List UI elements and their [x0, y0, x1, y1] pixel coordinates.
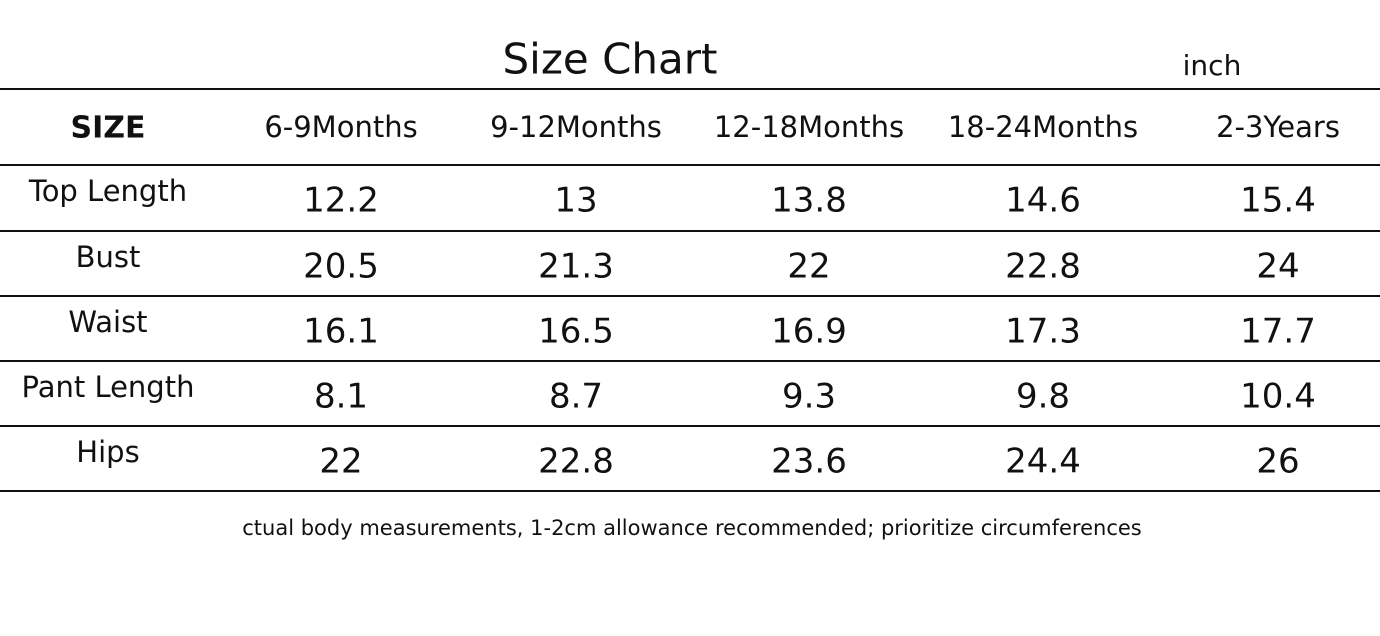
- header-cell: 2-3Years: [1216, 110, 1340, 144]
- cell: 12.2: [303, 181, 379, 221]
- cell: 8.1: [314, 377, 368, 417]
- cell: 13: [554, 181, 597, 221]
- cell: 22: [787, 247, 830, 287]
- cell: 21.3: [538, 247, 614, 287]
- cell: 14.6: [1005, 181, 1081, 221]
- header-cell: 6-9Months: [264, 110, 417, 144]
- cell: 10.4: [1240, 377, 1316, 417]
- cell: 16.5: [538, 312, 614, 352]
- cell: 16.9: [771, 312, 847, 352]
- cell: 26: [1256, 442, 1299, 482]
- footnote: ctual body measurements, 1-2cm allowance…: [242, 516, 1141, 540]
- row-label: Top Length: [28, 174, 187, 208]
- header-label: SIZE: [70, 111, 145, 146]
- row-label: Bust: [76, 240, 141, 274]
- row-label: Waist: [68, 305, 147, 339]
- header-cell: 18-24Months: [948, 110, 1138, 144]
- cell: 22.8: [1005, 247, 1081, 287]
- row-label: Pant Length: [22, 370, 195, 404]
- header-cell: 12-18Months: [714, 110, 904, 144]
- cell: 17.3: [1005, 312, 1081, 352]
- cell: 13.8: [771, 181, 847, 221]
- cell: 9.3: [782, 377, 836, 417]
- cell: 16.1: [303, 312, 379, 352]
- cell: 8.7: [549, 377, 603, 417]
- cell: 24.4: [1005, 442, 1081, 482]
- cell: 20.5: [303, 247, 379, 287]
- cell: 17.7: [1240, 312, 1316, 352]
- cell: 22.8: [538, 442, 614, 482]
- header-cell: 9-12Months: [490, 110, 662, 144]
- title: Size Chart: [503, 35, 718, 84]
- cell: 23.6: [771, 442, 847, 482]
- unit: inch: [1183, 49, 1242, 82]
- cell: 24: [1256, 247, 1299, 287]
- cell: 9.8: [1016, 377, 1070, 417]
- row-label: Hips: [76, 435, 139, 469]
- cell: 15.4: [1240, 181, 1316, 221]
- cell: 22: [319, 442, 362, 482]
